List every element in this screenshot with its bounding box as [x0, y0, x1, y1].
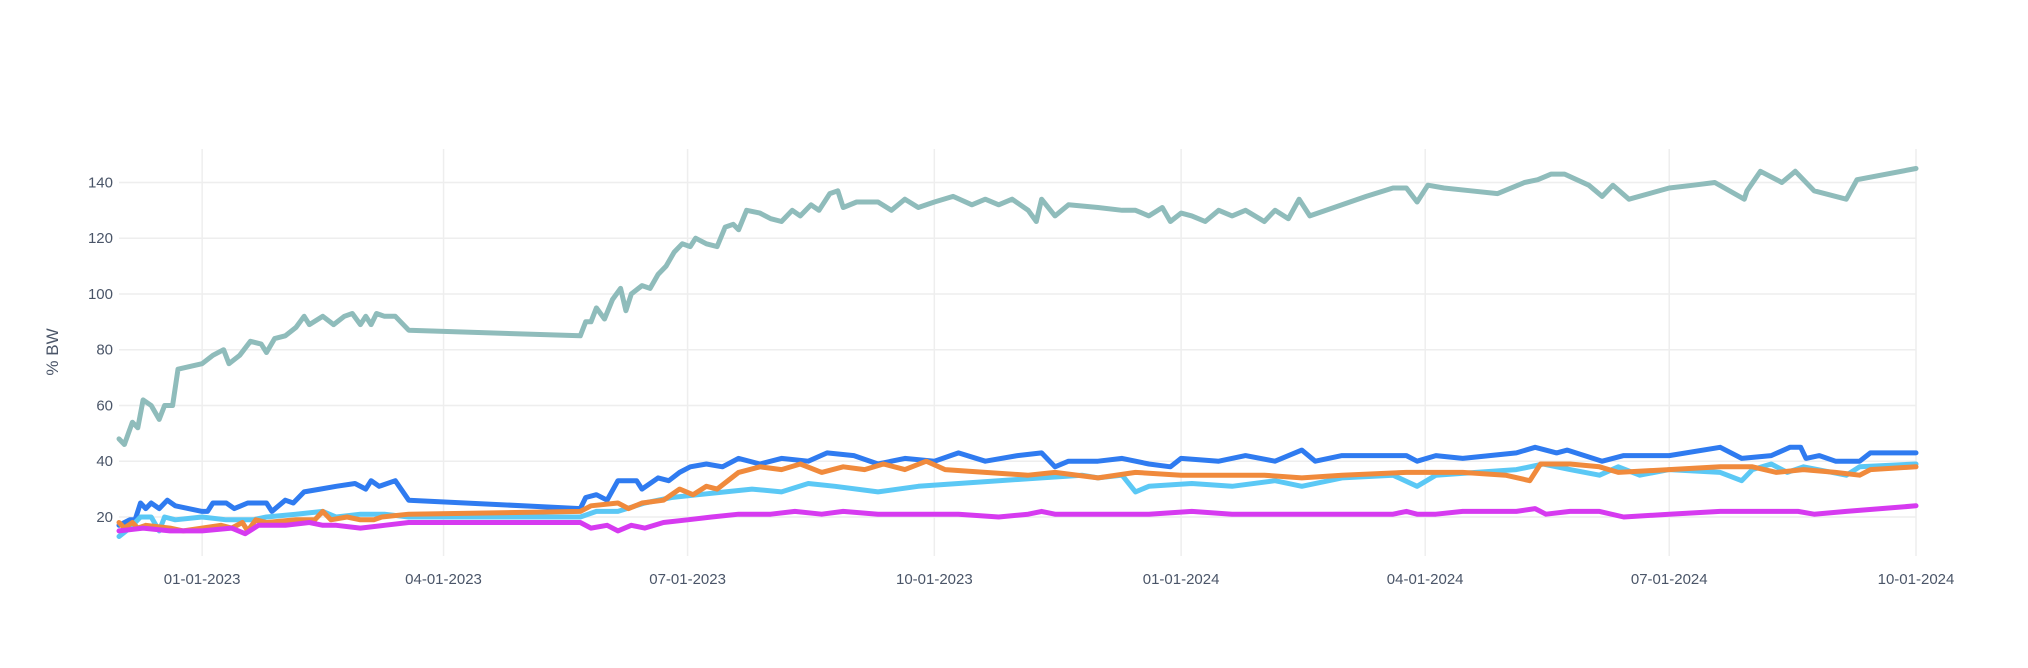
- x-tick-label: 10-01-2023: [896, 571, 973, 588]
- y-tick-label: 120: [88, 230, 113, 247]
- gridlines: [119, 149, 1917, 556]
- y-tick-label: 20: [96, 509, 113, 526]
- series-line-4: [116, 458, 1919, 534]
- series-line-1: [116, 166, 1919, 447]
- x-tick-label: 01-01-2024: [1143, 571, 1220, 588]
- y-tick-label: 100: [88, 286, 113, 303]
- x-axis-ticks: 01-01-2023 04-01-2023 07-01-2023 10-01-2023…: [164, 571, 1955, 588]
- y-tick-label: 40: [96, 453, 113, 470]
- series-line-5: [116, 503, 1919, 537]
- x-tick-label: 01-01-2023: [164, 571, 241, 588]
- x-tick-label: 07-01-2023: [649, 571, 726, 588]
- x-tick-label: 07-01-2024: [1631, 571, 1708, 588]
- y-tick-label: 80: [96, 342, 113, 359]
- y-axis-ticks: 20 40 60 80 100 120 140: [88, 174, 113, 526]
- x-tick-label: 04-01-2023: [405, 571, 482, 588]
- y-axis-label: % BW: [43, 328, 62, 375]
- y-tick-label: 60: [96, 397, 113, 414]
- series-lines: [116, 166, 1919, 539]
- x-tick-label: 10-01-2024: [1878, 571, 1955, 588]
- series-line-2: [116, 444, 1919, 528]
- x-tick-label: 04-01-2024: [1387, 571, 1464, 588]
- y-tick-label: 140: [88, 174, 113, 191]
